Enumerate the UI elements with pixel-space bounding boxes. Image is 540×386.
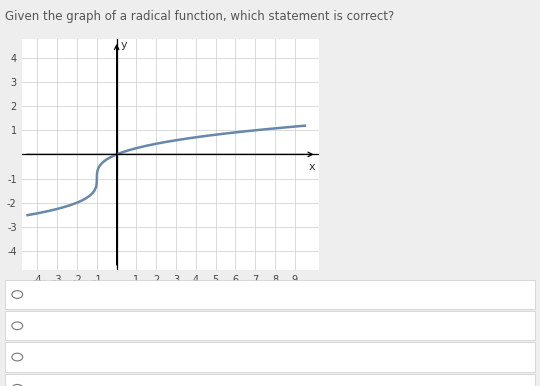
Text: Given the graph of a radical function, which statement is correct?: Given the graph of a radical function, w… bbox=[5, 10, 395, 23]
Text: x: x bbox=[309, 162, 315, 172]
Text: R : {y ∈ ℝ | y ≥ 5}: R : {y ∈ ℝ | y ≥ 5} bbox=[28, 319, 140, 332]
Text: y: y bbox=[120, 40, 127, 50]
Text: R : {y ∈ ℝ}: R : {y ∈ ℝ} bbox=[28, 288, 97, 301]
Text: R : {y ∈ ℝ | y ≥ -4}: R : {y ∈ ℝ | y ≥ -4} bbox=[28, 350, 145, 364]
Text: R : {y ∈ ℝ | y ≥ -3}: R : {y ∈ ℝ | y ≥ -3} bbox=[28, 382, 144, 386]
